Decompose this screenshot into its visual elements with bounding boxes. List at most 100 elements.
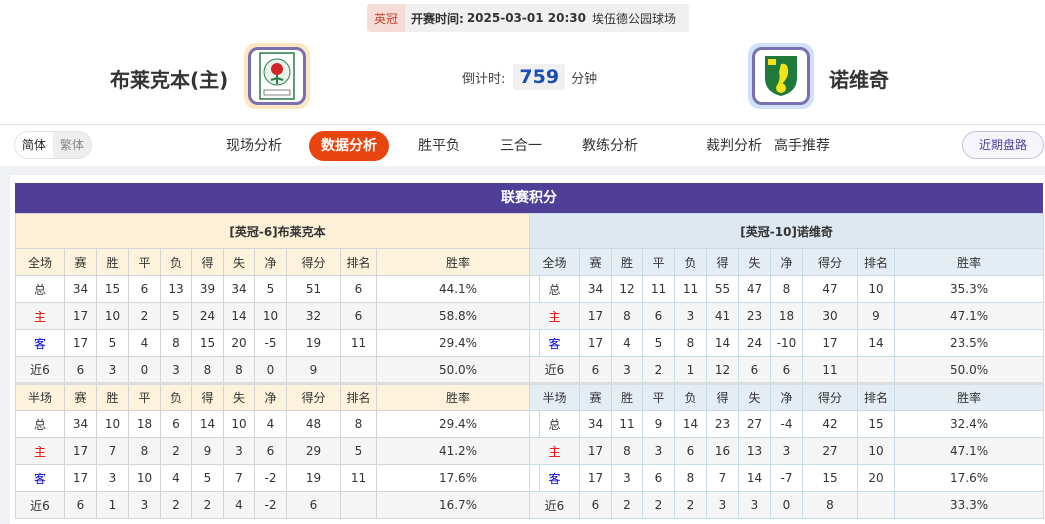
cell-排名 — [857, 491, 895, 519]
simplified-chinese-toggle[interactable]: 简体 — [15, 132, 54, 158]
tab-2[interactable]: 胜平负 — [418, 138, 460, 154]
cell-得: 9 — [191, 437, 224, 465]
cell-胜率: 35.3% — [893, 275, 1045, 303]
away-team-logo[interactable] — [748, 43, 814, 109]
home-team-name[interactable]: 布莱克本(主) — [110, 68, 229, 92]
countdown-unit: 分钟 — [571, 71, 598, 87]
cell-净: -4 — [770, 410, 803, 438]
column-header: 得分 — [286, 382, 341, 411]
cell-得分: 17 — [802, 329, 858, 357]
cell-净: -10 — [770, 329, 803, 357]
table-row: 主 17 8 6 3 41 23 18 30 9 47.1% — [529, 302, 1045, 330]
cell-胜: 10 — [96, 302, 129, 330]
tab-1[interactable]: 数据分析 — [309, 131, 389, 161]
table-row: 客 17 3 10 4 5 7 -2 19 11 17.6% — [15, 464, 541, 492]
column-header: 胜 — [611, 382, 643, 411]
cell-胜率: 58.8% — [375, 302, 541, 330]
cell-胜: 3 — [611, 356, 643, 384]
column-header: 负 — [674, 382, 707, 411]
league-badge[interactable]: 英冠 — [367, 4, 406, 32]
tab-6[interactable]: 高手推荐 — [774, 138, 830, 154]
cell-胜率: 44.1% — [375, 275, 541, 303]
cell-净: 3 — [770, 437, 803, 465]
section-label: 全场 — [15, 248, 65, 276]
tab-3[interactable]: 三合一 — [500, 138, 542, 154]
cell-胜: 3 — [611, 464, 643, 492]
match-info-bar: 英冠 开赛时间: 2025-03-01 20:30 埃伍德公园球场 — [367, 4, 689, 32]
table-row: 主 17 10 2 5 24 14 10 32 6 58.8% — [15, 302, 541, 330]
cell-排名: 9 — [857, 302, 895, 330]
traditional-chinese-toggle[interactable]: 繁体 — [60, 138, 85, 152]
column-header: 胜 — [611, 248, 643, 276]
row-label: 主 — [15, 302, 65, 330]
tab-5[interactable]: 裁判分析 — [706, 138, 762, 154]
cell-得: 23 — [706, 410, 739, 438]
cell-净: -5 — [254, 329, 287, 357]
cell-失: 14 — [738, 464, 771, 492]
home-team-logo[interactable] — [244, 43, 310, 109]
table-row: 近6 6 2 2 2 3 3 0 8 33.3% — [529, 491, 1045, 519]
cell-负: 3 — [160, 356, 192, 384]
cell-赛: 17 — [64, 302, 97, 330]
column-header: 胜率 — [375, 248, 541, 276]
column-header: 净 — [770, 248, 803, 276]
row-label: 近6 — [529, 356, 580, 384]
column-header: 净 — [770, 382, 803, 411]
cell-赛: 17 — [64, 464, 97, 492]
cell-胜: 4 — [611, 329, 643, 357]
cell-负: 8 — [674, 329, 707, 357]
cell-排名: 14 — [857, 329, 895, 357]
cell-平: 2 — [128, 302, 161, 330]
cell-排名: 8 — [340, 410, 377, 438]
column-header: 得分 — [286, 248, 341, 276]
standings-title: 联赛积分 — [15, 183, 1043, 213]
section-label: 全场 — [529, 248, 580, 276]
column-header: 平 — [642, 382, 675, 411]
cell-赛: 17 — [64, 437, 97, 465]
table-row: 近6 6 3 0 3 8 8 0 9 50.0% — [15, 356, 541, 384]
cell-失: 10 — [223, 410, 255, 438]
table-row: 主 17 8 3 6 16 13 3 27 10 47.1% — [529, 437, 1045, 465]
cell-赛: 34 — [579, 275, 612, 303]
cell-得分: 51 — [286, 275, 341, 303]
cell-赛: 34 — [579, 410, 612, 438]
row-label: 总 — [15, 410, 65, 438]
column-header: 负 — [160, 248, 192, 276]
recent-handicap-button[interactable]: 近期盘路 — [962, 131, 1044, 159]
cell-赛: 17 — [64, 329, 97, 357]
cell-排名 — [340, 491, 377, 519]
cell-净: 10 — [254, 302, 287, 330]
cell-平: 0 — [128, 356, 161, 384]
cell-平: 4 — [128, 329, 161, 357]
cell-负: 2 — [160, 491, 192, 519]
cell-负: 2 — [674, 491, 707, 519]
cell-净: 4 — [254, 410, 287, 438]
cell-负: 3 — [674, 302, 707, 330]
cell-得: 55 — [706, 275, 739, 303]
cell-排名: 10 — [857, 437, 895, 465]
column-header: 得 — [706, 382, 739, 411]
cell-排名: 11 — [340, 464, 377, 492]
countdown-value: 759 — [513, 64, 566, 90]
cell-胜: 3 — [96, 356, 129, 384]
column-header: 胜 — [96, 248, 129, 276]
cell-得: 14 — [706, 329, 739, 357]
column-header: 得 — [706, 248, 739, 276]
cell-赛: 17 — [579, 329, 612, 357]
cell-平: 2 — [642, 356, 675, 384]
cell-胜: 1 — [96, 491, 129, 519]
column-header: 排名 — [857, 248, 895, 276]
away-team-name[interactable]: 诺维奇 — [829, 68, 889, 92]
cell-得分: 19 — [286, 329, 341, 357]
cell-胜率: 16.7% — [375, 491, 541, 519]
table-row: 总 34 15 6 13 39 34 5 51 6 44.1% — [15, 275, 541, 303]
team-standing-header: [英冠-10]诺维奇 — [528, 213, 1045, 249]
table-row: 客 17 4 5 8 14 24 -10 17 14 23.5% — [529, 329, 1045, 357]
cell-平: 8 — [128, 437, 161, 465]
tab-0[interactable]: 现场分析 — [226, 138, 282, 154]
cell-赛: 6 — [579, 491, 612, 519]
cell-平: 6 — [128, 275, 161, 303]
cell-平: 2 — [642, 491, 675, 519]
tab-4[interactable]: 教练分析 — [582, 138, 638, 154]
cell-净: 6 — [254, 437, 287, 465]
